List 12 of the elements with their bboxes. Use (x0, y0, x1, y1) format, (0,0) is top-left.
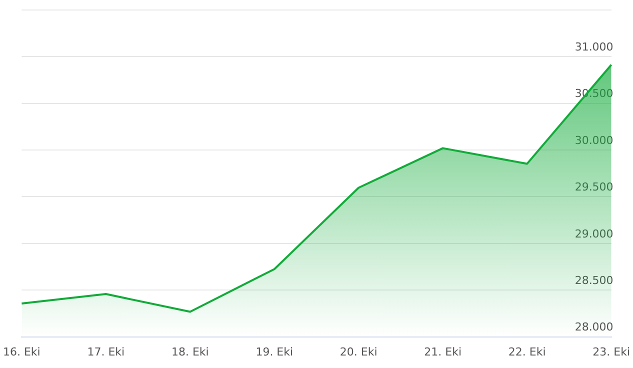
x-tick-label: 16. Eki (2, 345, 40, 358)
y-tick-label: 29.000 (574, 227, 614, 240)
x-tick-label: 18. Eki (171, 345, 209, 358)
x-tick-label: 23. Eki (592, 345, 630, 358)
y-tick-label: 31.000 (574, 40, 614, 54)
x-tick-label: 21. Eki (424, 345, 462, 358)
y-tick-label: 28.000 (574, 320, 614, 334)
x-tick-label: 19. Eki (256, 345, 294, 358)
y-tick-label: 28.500 (574, 274, 614, 287)
x-tick-label: 22. Eki (508, 345, 546, 358)
x-tick-label: 17. Eki (87, 345, 125, 358)
x-tick-label: 20. Eki (340, 345, 378, 358)
